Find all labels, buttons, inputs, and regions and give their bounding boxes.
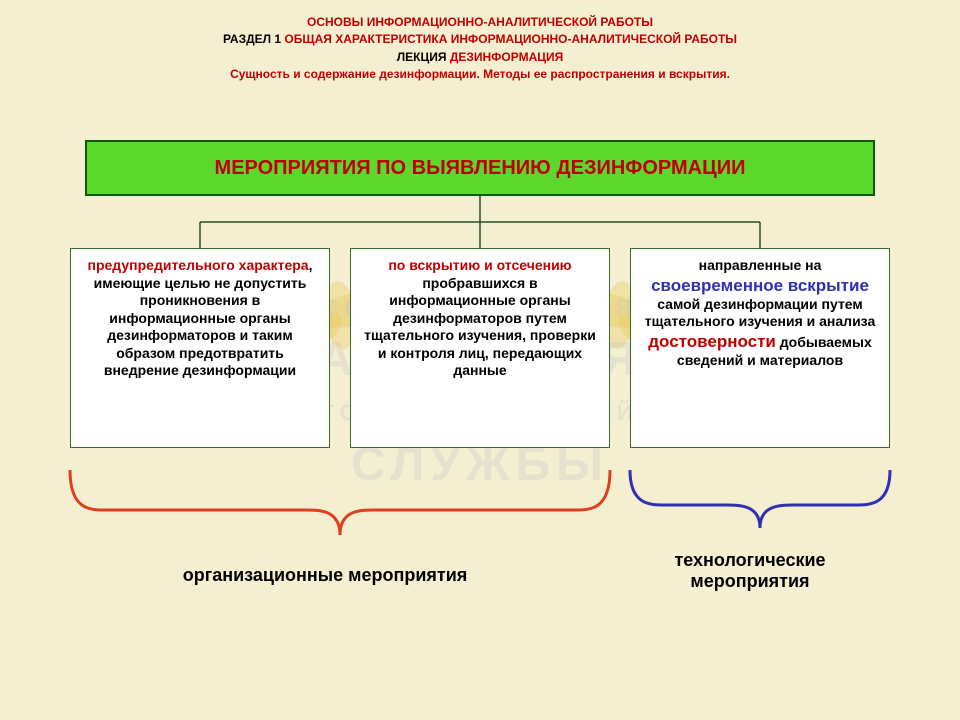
label-organizational: организационные мероприятия	[145, 565, 505, 586]
col1-body: имеющие целью не допустить проникновения…	[94, 275, 307, 379]
col3-title: своевременное вскрытие	[651, 276, 869, 295]
col2-body: пробравшихся в информационные органы дез…	[364, 275, 596, 379]
header-line4: Сущность и содержание дезинформации. Мет…	[40, 66, 920, 83]
header-line2: РАЗДЕЛ 1 ОБЩАЯ ХАРАКТЕРИСТИКА ИНФОРМАЦИО…	[40, 31, 920, 48]
col2-title: по вскрытию и отсечению	[388, 257, 571, 273]
column-box-2: по вскрытию и отсечению пробравшихся в и…	[350, 248, 610, 448]
label-technological: технологические мероприятия	[620, 550, 880, 592]
main-title-text: МЕРОПРИЯТИЯ ПО ВЫЯВЛЕНИЮ ДЕЗИНФОРМАЦИИ	[215, 157, 746, 180]
header-line3: ЛЕКЦИЯ ДЕЗИНФОРМАЦИЯ	[40, 49, 920, 66]
column-box-1: предупредительного характера, имеющие це…	[70, 248, 330, 448]
slide-header: ОСНОВЫ ИНФОРМАЦИОННО-АНАЛИТИЧЕСКОЙ РАБОТ…	[0, 0, 960, 90]
col1-title: предупредительного характера	[88, 257, 309, 273]
col3-red: достоверности	[648, 332, 776, 351]
col3-lead: направленные на	[699, 257, 822, 273]
col3-mid1: самой дезинформации путем тщательного из…	[645, 296, 876, 330]
header-line1: ОСНОВЫ ИНФОРМАЦИОННО-АНАЛИТИЧЕСКОЙ РАБОТ…	[40, 14, 920, 31]
main-title: МЕРОПРИЯТИЯ ПО ВЫЯВЛЕНИЮ ДЕЗИНФОРМАЦИИ	[85, 140, 875, 196]
column-box-3: направленные на своевременное вскрытие с…	[630, 248, 890, 448]
